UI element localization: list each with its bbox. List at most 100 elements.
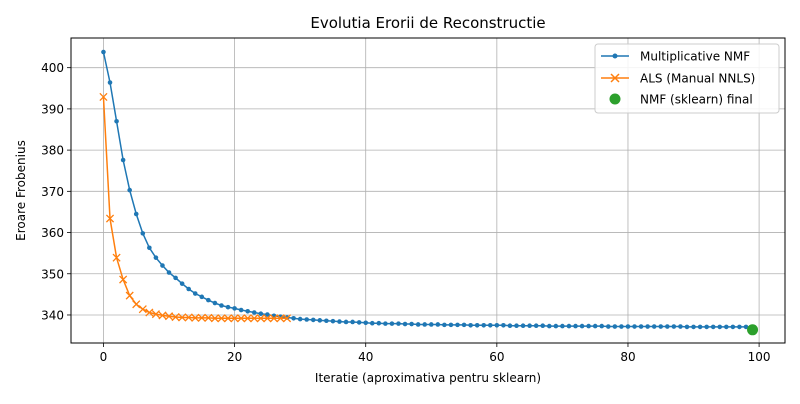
data-point (324, 318, 329, 324)
legend: Multiplicative NMF ALS (Manual NNLS) NMF… (594, 43, 780, 114)
series-layer (99, 49, 759, 336)
data-point (258, 311, 264, 317)
data-point (586, 323, 591, 329)
data-point (743, 324, 749, 330)
data-point (225, 304, 231, 310)
data-point (245, 308, 250, 314)
data-point (147, 245, 152, 251)
data-point (199, 294, 205, 300)
x-tick-label: 80 (620, 350, 635, 364)
legend-box (594, 43, 780, 114)
data-point (527, 323, 532, 328)
data-point (448, 322, 454, 328)
y-tick-label: 340 (41, 308, 64, 322)
data-point (317, 318, 323, 323)
data-point (197, 313, 206, 322)
data-point (99, 92, 108, 101)
data-point (501, 322, 506, 328)
x-tick-label: 100 (748, 350, 771, 364)
data-point (105, 214, 115, 223)
data-point (133, 211, 139, 217)
data-point (717, 324, 723, 330)
data-point (606, 324, 611, 329)
data-point (671, 324, 677, 329)
data-point (238, 307, 244, 313)
data-point (145, 308, 154, 317)
data-point (282, 314, 292, 323)
data-point (337, 319, 342, 324)
data-point (171, 312, 180, 322)
data-point (112, 253, 121, 262)
x-tick-label: 0 (100, 350, 108, 364)
data-point (710, 324, 716, 330)
data-point (487, 322, 493, 328)
data-point (276, 314, 285, 323)
data-point (232, 306, 237, 311)
y-tick-label: 390 (41, 102, 64, 116)
data-point (684, 324, 690, 330)
data-point (474, 322, 480, 328)
data-point (409, 321, 414, 327)
data-point (619, 324, 624, 329)
data-point (665, 324, 670, 329)
data-point (107, 80, 113, 85)
legend-label-sklearn: NMF (sklearn) final (640, 93, 753, 107)
data-point (153, 255, 159, 260)
data-point (120, 157, 126, 163)
data-point (724, 324, 729, 330)
data-point (730, 324, 736, 330)
legend-marker-multiplicative-nmf (612, 53, 618, 59)
data-point (494, 322, 500, 328)
data-point (383, 321, 388, 326)
data-point (442, 322, 447, 328)
data-point (435, 322, 441, 327)
data-point (223, 314, 233, 323)
data-point (256, 314, 265, 323)
data-point (612, 324, 618, 329)
data-point (179, 281, 185, 286)
chart-title: Evolutia Erorii de Reconstructie (310, 14, 545, 32)
data-point (178, 313, 187, 322)
data-point (376, 320, 382, 326)
data-point (132, 300, 141, 309)
data-point (291, 315, 296, 321)
series-line (102, 51, 753, 328)
data-point (350, 319, 355, 325)
data-point (127, 187, 132, 193)
legend-marker-sklearn (609, 93, 621, 105)
data-point (481, 322, 487, 328)
data-point (210, 314, 219, 323)
data-point (691, 324, 696, 330)
data-point (428, 322, 434, 327)
data-point (520, 323, 526, 328)
data-point (304, 317, 310, 322)
data-point (625, 324, 631, 329)
plot-frame (70, 37, 786, 344)
data-point (219, 303, 224, 308)
data-point (507, 323, 513, 328)
data-point (658, 324, 664, 329)
data-point (533, 323, 539, 328)
data-point (217, 314, 226, 323)
x-axis-ticks: 0 20 40 60 80 100 (100, 343, 771, 364)
data-point (369, 320, 375, 326)
legend-label-als: ALS (Manual NNLS) (640, 72, 755, 86)
data-point (269, 314, 278, 323)
data-point (651, 324, 657, 329)
data-point (158, 311, 167, 320)
y-tick-label: 350 (41, 267, 64, 281)
data-point (192, 291, 198, 296)
y-tick-label: 360 (41, 226, 64, 240)
data-point (164, 312, 174, 321)
x-tick-label: 40 (358, 350, 373, 364)
data-point (160, 263, 165, 268)
data-point (243, 314, 252, 323)
data-point (566, 323, 572, 329)
data-point (455, 322, 460, 328)
data-point (645, 324, 650, 329)
data-point (697, 324, 703, 330)
series-1 (99, 92, 292, 323)
data-point (599, 323, 605, 329)
data-point (632, 324, 637, 329)
